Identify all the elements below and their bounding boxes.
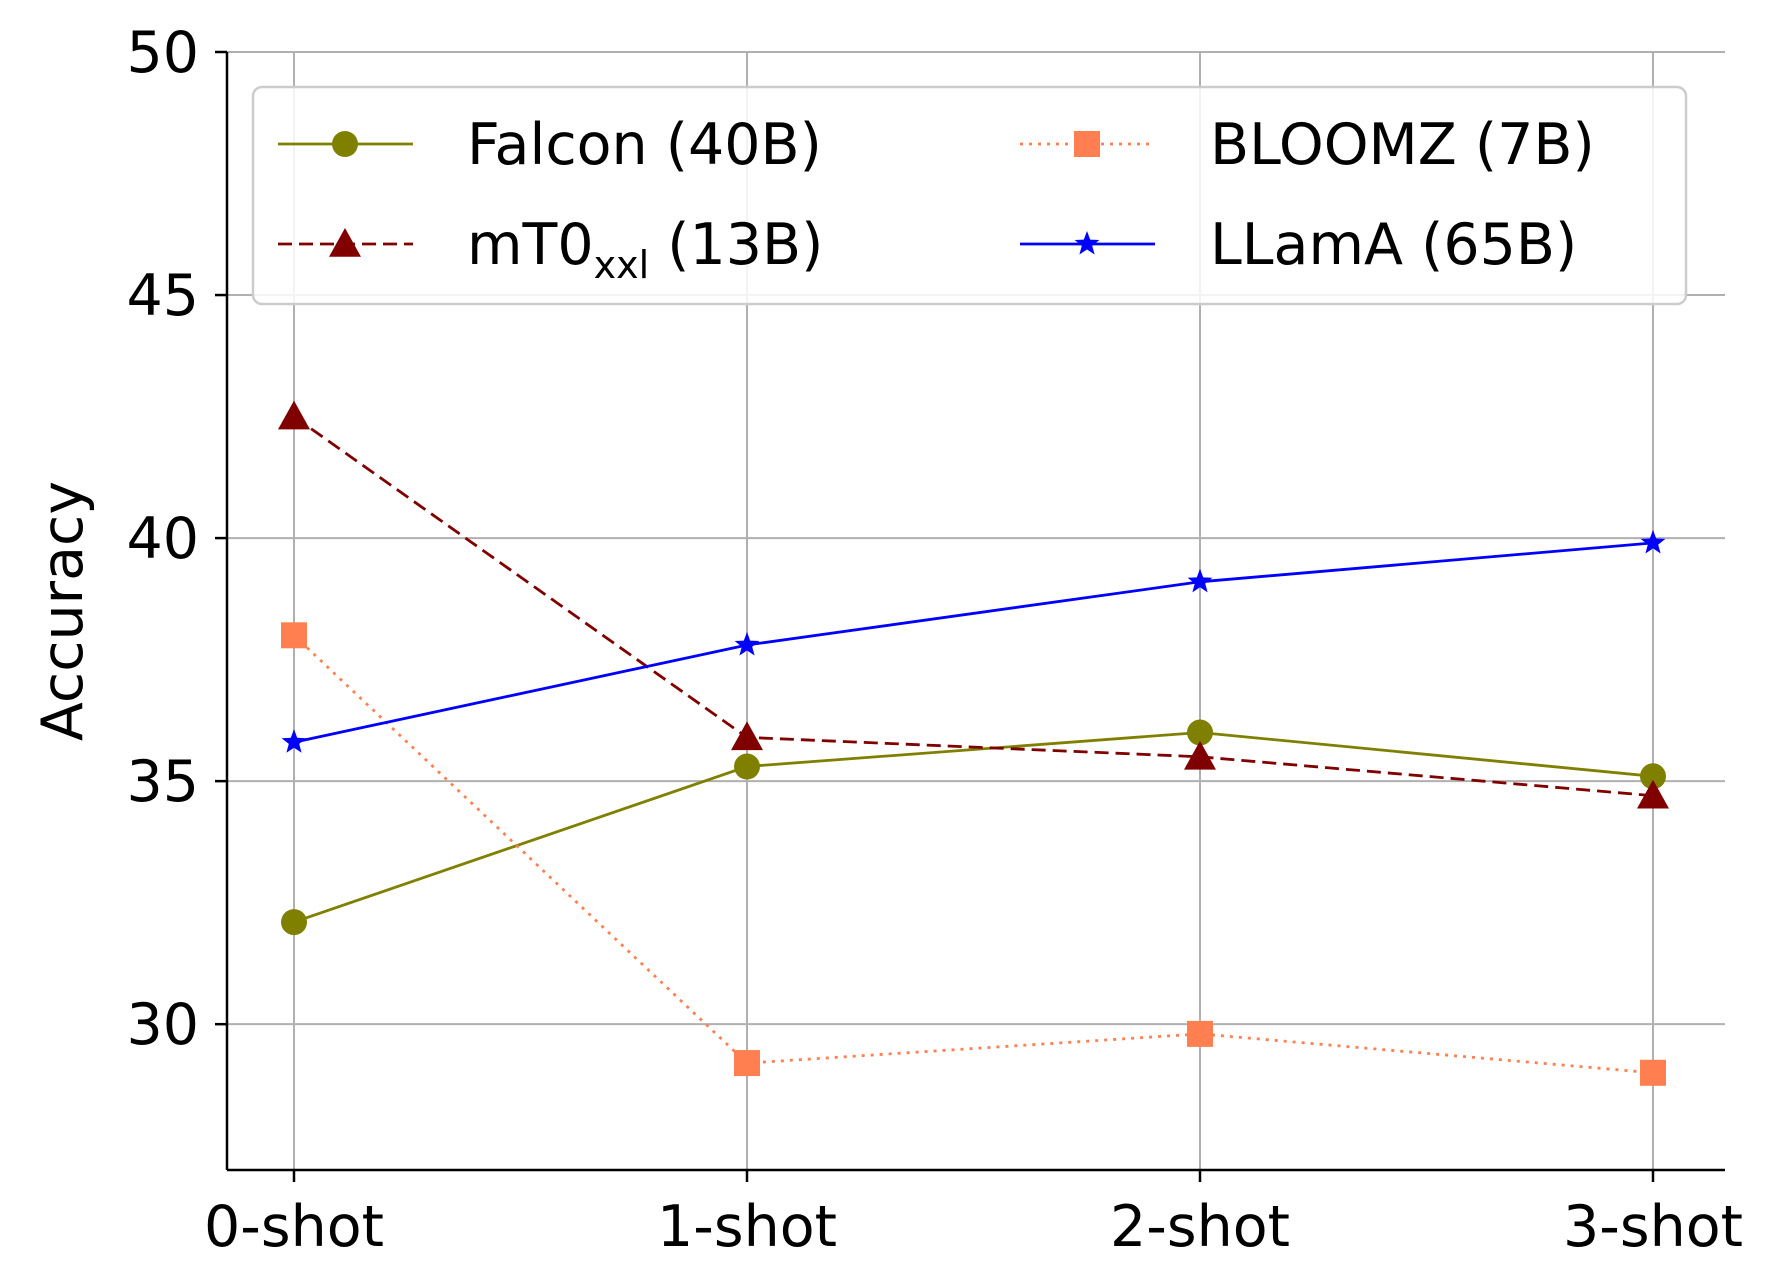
legend-box (251, 85, 1688, 306)
series-line-0 (293, 731, 1654, 924)
data-point-0-0 (281, 909, 307, 936)
data-point-0-2 (1187, 719, 1213, 746)
data-point-1-2 (1184, 740, 1216, 770)
series-line-1 (293, 415, 1654, 798)
x-tick-label-1: 1-shot (657, 1194, 837, 1260)
legend-marker-0 (332, 131, 358, 157)
legend-label-1: mT0xxl (13B) (467, 212, 823, 287)
legend-marker-1 (329, 228, 361, 257)
legend-entry-1: mT0xxl (13B) (278, 212, 823, 287)
data-point-3-2 (1187, 568, 1213, 593)
y-tick-label-30: 30 (126, 992, 199, 1058)
y-ticks: 30 35 40 45 50 (126, 20, 227, 1058)
data-point-0-1 (734, 753, 760, 780)
data-point-1-3 (1637, 779, 1669, 809)
legend-entry-0: Falcon (40B) (278, 112, 822, 178)
y-tick-label-45: 45 (126, 263, 199, 329)
data-point-0-3 (1640, 763, 1666, 790)
y-tick-label-35: 35 (126, 749, 199, 815)
legend-label-main-1: mT0 (467, 212, 594, 278)
data-point-3-3 (1640, 529, 1666, 554)
x-tick-label-2: 2-shot (1110, 1194, 1290, 1260)
series-2 (281, 622, 1666, 1086)
data-point-1-0 (278, 400, 310, 430)
data-point-2-0 (281, 622, 307, 649)
legend: Falcon (40B) mT0xxl (13B) BLOOMZ (7B) LLamA… (251, 85, 1688, 306)
series-layer (278, 400, 1669, 1086)
series-line-2 (293, 634, 1654, 1075)
legend-marker-3 (1074, 231, 1100, 255)
legend-label-sub-1: xxl (594, 243, 650, 287)
data-point-2-3 (1640, 1059, 1666, 1086)
legend-label-3: LLamA (65B) (1210, 212, 1577, 278)
y-tick-label-40: 40 (126, 506, 199, 572)
x-ticks: 0-shot 1-shot 2-shot 3-shot (204, 1170, 1743, 1260)
series-1 (278, 400, 1669, 809)
legend-marker-2 (1074, 131, 1100, 157)
data-point-1-1 (731, 721, 763, 751)
legend-entry-3: LLamA (65B) (1020, 212, 1577, 278)
series-line-3 (293, 541, 1654, 744)
legend-label-main-0: Falcon (40B) (467, 112, 822, 178)
x-tick-label-3: 3-shot (1563, 1194, 1743, 1260)
data-point-2-2 (1187, 1020, 1213, 1047)
data-point-2-1 (734, 1050, 760, 1077)
legend-label-main-3: LLamA (65B) (1210, 212, 1577, 278)
legend-label-tail-1: (13B) (649, 212, 823, 278)
data-point-3-0 (281, 729, 307, 753)
series-3 (281, 529, 1666, 753)
series-0 (281, 719, 1666, 936)
legend-entry-2: BLOOMZ (7B) (1020, 112, 1595, 178)
legend-label-2: BLOOMZ (7B) (1210, 112, 1595, 178)
y-axis-title: Accuracy (30, 481, 96, 741)
x-tick-label-0: 0-shot (204, 1194, 384, 1260)
legend-label-main-2: BLOOMZ (7B) (1210, 112, 1595, 178)
legend-label-0: Falcon (40B) (467, 112, 822, 178)
axes (225, 52, 1725, 1172)
data-point-3-1 (734, 632, 760, 656)
y-tick-label-50: 50 (126, 20, 199, 86)
